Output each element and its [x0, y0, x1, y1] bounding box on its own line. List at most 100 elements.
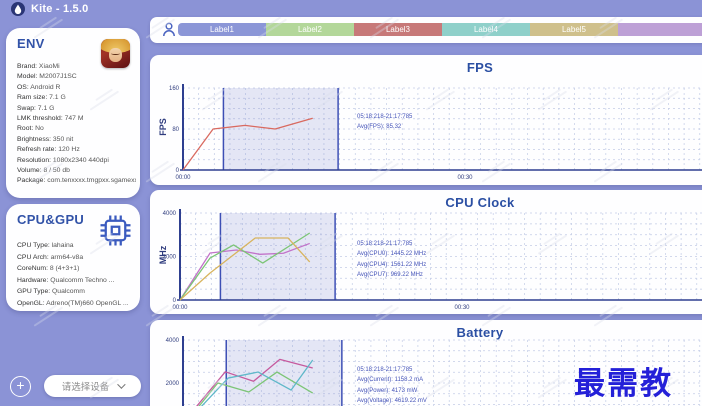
spec-row: CoreNum: 8 (4+3+1) — [17, 263, 136, 275]
tooltip-line: 05:18:218-21:17:785 — [357, 114, 413, 120]
tooltip-line: Avg(CPU7): 969.22 MHz — [357, 272, 423, 279]
window-title: Kite - 1.5.0 — [31, 3, 89, 15]
game-app-icon-art — [101, 39, 130, 53]
chart-tooltip: 05:18:218-21:17:785 Avg(FPS): 85.32 — [357, 112, 412, 133]
spec-key: OpenGL: — [17, 299, 47, 307]
label-chip-2[interactable]: Label2 — [266, 23, 354, 36]
spec-row: Hardware: Qualcomm Techno ... — [17, 275, 136, 287]
spec-value: M2007J1SC — [39, 73, 77, 81]
tooltip-line: Avg(Voltage): 4619.22 mV — [357, 398, 427, 405]
spec-row: Root: No — [17, 124, 136, 134]
spec-key: OS: — [17, 83, 31, 91]
fps-chart-card: FPS FPS 0 80 160 00:00 00:30 05:18:218-21:17… — [150, 55, 702, 185]
spec-row: GPU Type: Qualcomm — [17, 286, 136, 298]
spec-value: No — [35, 125, 44, 133]
spec-key: Root: — [17, 125, 36, 133]
spec-value: 7.1 G — [37, 104, 55, 112]
tooltip-line: Avg(FPS): 85.32 — [357, 124, 402, 131]
svg-text:4000: 4000 — [166, 338, 180, 344]
spec-value: lahaina — [51, 242, 74, 249]
svg-text:160: 160 — [169, 86, 180, 92]
svg-text:80: 80 — [172, 127, 179, 133]
spec-row: Ram size: 7.1 G — [17, 93, 136, 103]
env-field-list: Brand: XiaoMi Model: M2007J1SC OS: Android… — [17, 62, 136, 187]
chevron-down-icon — [117, 380, 126, 389]
spec-key: Ram size: — [17, 94, 50, 102]
spec-row: CPU Arch: arm64-v8a — [17, 252, 136, 264]
label-chip-4[interactable]: Label4 — [442, 23, 530, 36]
title-bar: Kite - 1.5.0 — [0, 0, 702, 18]
spec-row: Package: com.tenxxxx.tmgpxx.sgamexx ... — [17, 176, 136, 186]
cpugpu-panel-title: CPU&GPU — [17, 212, 85, 227]
spec-value: 8 / 50 db — [43, 167, 70, 175]
cpugpu-panel: CPU&GPU CPU Type: lahaina CPU Arch: arm64… — [6, 204, 140, 311]
svg-text:00:00: 00:00 — [175, 175, 191, 181]
tooltip-line: 05:18:218-21:17:785 — [357, 241, 413, 247]
spec-row: OS: Android R — [17, 83, 136, 93]
chart-title: CPU Clock — [445, 195, 515, 210]
tooltip-line: Avg(CPU0): 1445.22 MHz — [357, 251, 427, 258]
spec-row: Swap: 7.1 G — [17, 104, 136, 114]
person-icon — [163, 22, 175, 37]
game-app-icon-art — [109, 48, 122, 62]
spec-value: 120 Hz — [58, 146, 80, 154]
spec-value: 1080x2340 440dpi — [52, 156, 109, 164]
tooltip-line: Avg(CPU4): 1561.22 MHz — [357, 261, 427, 268]
chart-title: FPS — [466, 60, 494, 75]
spec-key: CPU Arch: — [17, 253, 51, 261]
spec-row: Brand: XiaoMi — [17, 62, 136, 72]
spec-row: LMK threshold: 747 M — [17, 114, 136, 124]
fps-chart-plot[interactable]: 0 80 160 00:00 00:30 — [150, 55, 702, 185]
spec-key: GPU Type: — [17, 288, 53, 296]
svg-text:4000: 4000 — [163, 211, 177, 217]
game-app-icon — [101, 39, 130, 68]
tooltip-line: Avg(Power): 4173 mW — [357, 387, 418, 394]
spec-key: Model: — [17, 73, 40, 81]
spec-row: CPU Type: lahaina — [17, 240, 136, 252]
svg-text:00:30: 00:30 — [454, 305, 470, 311]
cpugpu-field-list: CPU Type: lahaina CPU Arch: arm64-v8a Core… — [17, 240, 136, 310]
add-device-button[interactable]: + — [10, 376, 31, 397]
game-app-icon-art — [111, 52, 120, 55]
spec-key: LMK threshold: — [17, 115, 65, 123]
spec-key: Swap: — [17, 104, 38, 112]
spec-value: com.tenxxxx.tmgpxx.sgamexx ... — [47, 177, 136, 185]
spec-key: Refresh rate: — [17, 146, 59, 154]
spec-key: Brightness: — [17, 135, 53, 143]
tooltip-line: 05:18:218-21:17:785 — [357, 367, 413, 373]
spec-key: Brand: — [17, 63, 39, 70]
label-chip-1[interactable]: Label1 — [178, 23, 266, 36]
spec-value: Adreno(TM)660 OpenGL ... — [46, 299, 129, 307]
spec-row: Model: M2007J1SC — [17, 72, 136, 82]
spec-value: 747 M — [64, 115, 84, 123]
labels-row: Label1 Label2 Label3 Label4 Label5 — [178, 23, 702, 36]
cpu-chip-icon — [100, 215, 131, 246]
spec-value: Android R — [30, 83, 61, 91]
svg-text:2000: 2000 — [166, 381, 180, 387]
device-select-dropdown[interactable]: 请选择设备 — [44, 375, 141, 397]
chart-tooltip: 05:18:218-21:17:785 Avg(Current): 1158.2 … — [357, 365, 427, 406]
chart-tooltip: 05:18:218-21:17:785 Avg(CPU0): 1445.22 MH… — [357, 239, 426, 281]
spec-key: Resolution: — [17, 156, 53, 164]
spec-row: OpenGL: Adreno(TM)660 OpenGL ... — [17, 298, 136, 310]
spec-row: Volume: 8 / 50 db — [17, 166, 136, 176]
spec-value: XiaoMi — [38, 63, 60, 70]
spec-key: CPU Type: — [17, 242, 52, 249]
label-chip-5[interactable]: Label5 — [530, 23, 618, 36]
spec-row: Brightness: 350 nit — [17, 135, 136, 145]
spec-key: Volume: — [17, 167, 44, 175]
svg-text:2000: 2000 — [163, 255, 177, 261]
spec-value: 7.1 G — [49, 94, 66, 102]
label-chip-3[interactable]: Label3 — [354, 23, 442, 36]
chart-title: Battery — [456, 325, 504, 340]
cpu-clock-chart-plot[interactable]: 0 2000 4000 00:00 00:30 — [150, 190, 702, 314]
labels-toolbar: Label1 Label2 Label3 Label4 Label5 — [150, 17, 702, 43]
device-select-value: 请选择设备 — [61, 382, 110, 393]
app-logo-icon — [11, 2, 25, 16]
spec-key: CoreNum: — [17, 265, 50, 273]
spec-value: Qualcomm Techno ... — [50, 276, 115, 284]
spec-key: Hardware: — [17, 276, 51, 284]
label-chip-6[interactable] — [618, 23, 702, 36]
